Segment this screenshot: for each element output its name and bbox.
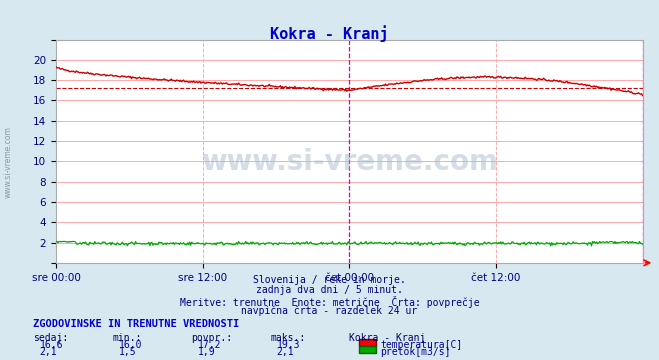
- Text: 19,3: 19,3: [277, 340, 301, 350]
- Text: www.si-vreme.com: www.si-vreme.com: [3, 126, 13, 198]
- Text: povpr.:: povpr.:: [191, 333, 232, 343]
- Text: temperatura[C]: temperatura[C]: [380, 340, 463, 350]
- Text: 17,2: 17,2: [198, 340, 221, 350]
- Text: 1,9: 1,9: [198, 347, 215, 357]
- Text: navpična črta - razdelek 24 ur: navpična črta - razdelek 24 ur: [241, 306, 418, 316]
- Text: maks.:: maks.:: [270, 333, 305, 343]
- Text: 2,1: 2,1: [40, 347, 57, 357]
- Text: 1,5: 1,5: [119, 347, 136, 357]
- Text: Meritve: trenutne  Enote: metrične  Črta: povprečje: Meritve: trenutne Enote: metrične Črta: …: [180, 296, 479, 307]
- Text: zadnja dva dni / 5 minut.: zadnja dva dni / 5 minut.: [256, 285, 403, 296]
- Text: ZGODOVINSKE IN TRENUTNE VREDNOSTI: ZGODOVINSKE IN TRENUTNE VREDNOSTI: [33, 319, 239, 329]
- Text: Slovenija / reke in morje.: Slovenija / reke in morje.: [253, 275, 406, 285]
- Text: sedaj:: sedaj:: [33, 333, 68, 343]
- Text: www.si-vreme.com: www.si-vreme.com: [201, 148, 498, 176]
- Text: Kokra - Kranj: Kokra - Kranj: [270, 25, 389, 42]
- Text: 2,1: 2,1: [277, 347, 295, 357]
- Text: 16,0: 16,0: [119, 340, 142, 350]
- Text: pretok[m3/s]: pretok[m3/s]: [380, 347, 451, 357]
- Text: min.:: min.:: [112, 333, 142, 343]
- Text: Kokra - Kranj: Kokra - Kranj: [349, 333, 426, 343]
- Text: 16,6: 16,6: [40, 340, 63, 350]
